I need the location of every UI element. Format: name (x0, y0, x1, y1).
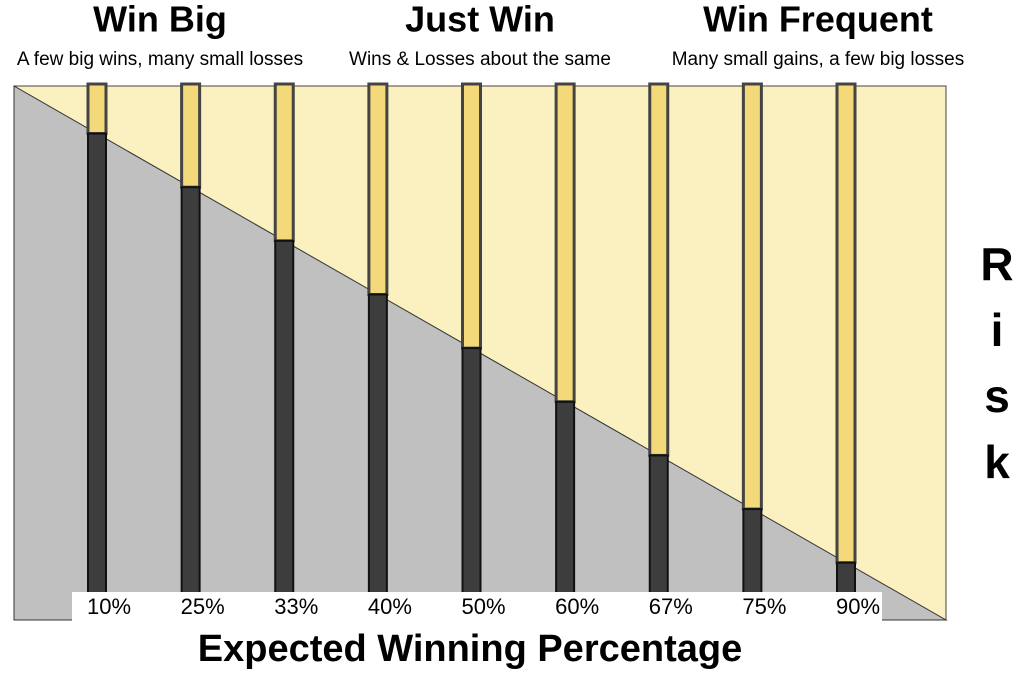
bar-lower (648, 454, 669, 595)
bar-lower (180, 186, 201, 595)
bar-lower (367, 293, 388, 595)
category-label: 10% (87, 594, 131, 619)
bar-upper (648, 82, 670, 457)
bar-upper (180, 82, 202, 189)
bar-lower (555, 400, 576, 596)
heading-title: Win Frequent (703, 0, 933, 40)
bar-upper (86, 82, 108, 136)
bar-upper (367, 82, 389, 296)
category-label: 90% (836, 594, 880, 619)
bar-upper (835, 82, 857, 565)
category-label: 75% (742, 594, 786, 619)
side-label: Risk (971, 238, 1023, 502)
bar-lower (836, 561, 856, 595)
bar-lower (742, 508, 763, 596)
headings: Win Big A few big wins, many small losses… (17, 0, 964, 70)
bar-lower (274, 239, 295, 595)
bar-upper (273, 82, 295, 243)
bar-upper (554, 82, 576, 404)
bar-upper (461, 82, 482, 350)
label-strip (72, 592, 882, 624)
category-label: 60% (555, 594, 599, 619)
heading-subtitle: Many small gains, a few big losses (672, 49, 965, 70)
bar-lower (87, 132, 107, 596)
category-label: 40% (368, 594, 412, 619)
bar-upper (741, 82, 763, 511)
heading-title: Win Big (93, 0, 227, 40)
category-label: 25% (181, 594, 225, 619)
category-label: 67% (649, 594, 693, 619)
category-label: 33% (274, 594, 318, 619)
category-labels: 10% 25% 33% 40% 50% 60% 67% 75% 90% (87, 594, 880, 619)
category-label: 50% (461, 594, 505, 619)
heading-title: Just Win (405, 0, 555, 40)
axis-label: Expected Winning Percentage (198, 628, 742, 670)
heading-subtitle: Wins & Losses about the same (349, 49, 611, 70)
heading-subtitle: A few big wins, many small losses (17, 49, 303, 70)
bar-lower (461, 347, 482, 595)
